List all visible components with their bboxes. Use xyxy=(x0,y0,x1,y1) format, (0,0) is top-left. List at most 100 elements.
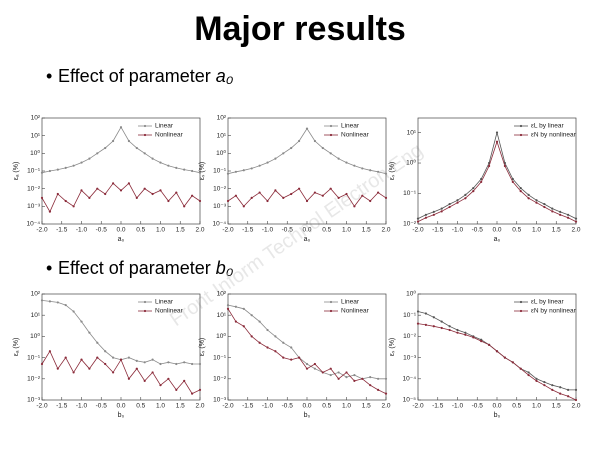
x-tick-label: -1.5 xyxy=(56,227,68,234)
data-point xyxy=(424,323,427,326)
x-tick-label: -1.5 xyxy=(242,227,254,234)
data-point xyxy=(151,192,154,196)
data-point xyxy=(567,388,570,391)
data-point xyxy=(440,326,443,330)
data-point xyxy=(305,199,309,203)
x-tick-label: 1.0 xyxy=(342,227,351,234)
data-point xyxy=(40,171,44,174)
data-point xyxy=(80,189,83,192)
data-point xyxy=(313,139,316,143)
y-tick-label: 10² xyxy=(31,115,41,122)
data-point xyxy=(559,386,562,389)
data-point xyxy=(377,191,380,194)
data-point xyxy=(88,157,91,160)
data-point xyxy=(48,350,52,353)
y-tick-label: 10⁰ xyxy=(30,149,40,157)
y-tick-label: 10⁻¹ xyxy=(403,312,417,319)
data-point xyxy=(456,199,459,202)
legend-label: Nonlinear xyxy=(341,308,370,315)
data-point xyxy=(112,371,115,374)
data-point xyxy=(183,205,186,208)
y-tick-label: 10¹ xyxy=(31,312,41,319)
x-tick-label: -0.5 xyxy=(472,227,484,234)
x-tick-label: -1.0 xyxy=(76,403,88,410)
data-point xyxy=(226,303,230,307)
data-point xyxy=(282,341,285,344)
data-point xyxy=(535,199,538,202)
y-tick-label: 10⁻³ xyxy=(27,397,41,404)
y-tick-label: 10⁻² xyxy=(213,185,227,192)
data-point xyxy=(274,335,277,338)
data-point xyxy=(488,164,491,168)
bullet: • xyxy=(46,66,52,86)
data-point xyxy=(298,356,301,359)
data-point xyxy=(448,202,451,206)
data-point xyxy=(369,376,372,379)
y-tick-label: 10⁰ xyxy=(406,290,416,298)
data-point xyxy=(527,371,530,374)
data-point xyxy=(377,377,380,380)
y-axis-label: εₐ (%) xyxy=(13,338,20,357)
data-point xyxy=(424,213,427,216)
legend-marker xyxy=(329,124,333,128)
x-tick-label: -2.0 xyxy=(36,227,48,234)
data-point xyxy=(495,350,499,353)
data-point xyxy=(88,331,91,334)
x-tick-label: 0.0 xyxy=(492,227,501,234)
data-point xyxy=(535,377,538,380)
data-point xyxy=(329,187,332,190)
y-tick-label: 10⁻⁴ xyxy=(27,221,41,228)
data-point xyxy=(519,187,522,190)
data-point xyxy=(143,379,146,382)
data-point xyxy=(345,161,348,164)
data-point xyxy=(472,336,475,339)
data-point xyxy=(543,380,546,384)
data-point xyxy=(527,197,530,200)
bullet-param: a₀ xyxy=(216,66,234,86)
data-point xyxy=(250,196,253,200)
data-point xyxy=(353,373,356,377)
data-point xyxy=(198,388,202,391)
y-tick-label: 10¹ xyxy=(217,312,227,319)
data-point xyxy=(242,307,245,310)
data-point xyxy=(290,358,293,361)
data-point xyxy=(495,131,499,134)
legend-marker xyxy=(329,300,333,304)
data-point xyxy=(242,169,245,172)
data-point xyxy=(175,388,178,391)
data-point xyxy=(226,307,230,310)
data-point xyxy=(551,388,554,391)
data-point xyxy=(432,325,435,328)
data-point xyxy=(480,177,483,181)
data-point xyxy=(119,358,123,361)
data-point xyxy=(234,320,237,323)
x-tick-label: 2.0 xyxy=(195,403,204,410)
x-axis-label: b₀ xyxy=(494,412,501,419)
data-point xyxy=(574,220,578,223)
data-point xyxy=(551,207,554,210)
data-point xyxy=(464,331,467,334)
data-point xyxy=(313,362,316,366)
data-point xyxy=(567,395,570,398)
y-tick-label: 10¹ xyxy=(31,132,41,139)
data-point xyxy=(551,384,554,387)
x-tick-label: -1.5 xyxy=(432,227,444,234)
data-point xyxy=(191,194,194,197)
x-tick-label: 0.0 xyxy=(302,227,311,234)
x-tick-label: 0.0 xyxy=(492,403,501,410)
x-tick-label: -2.0 xyxy=(412,227,424,234)
x-axis-label: a₀ xyxy=(304,236,311,243)
data-point xyxy=(432,210,435,213)
y-axis-label: εₛ (%) xyxy=(389,338,396,357)
data-point xyxy=(313,367,316,370)
x-tick-label: 1.5 xyxy=(552,227,561,234)
y-tick-label: 10⁻⁵ xyxy=(403,397,417,404)
data-point xyxy=(80,161,83,164)
data-point xyxy=(88,367,91,370)
data-point xyxy=(464,333,467,336)
data-point xyxy=(290,192,293,196)
data-point xyxy=(574,388,578,391)
x-tick-label: 2.0 xyxy=(195,227,204,234)
data-point xyxy=(511,180,514,184)
data-point xyxy=(175,362,178,366)
